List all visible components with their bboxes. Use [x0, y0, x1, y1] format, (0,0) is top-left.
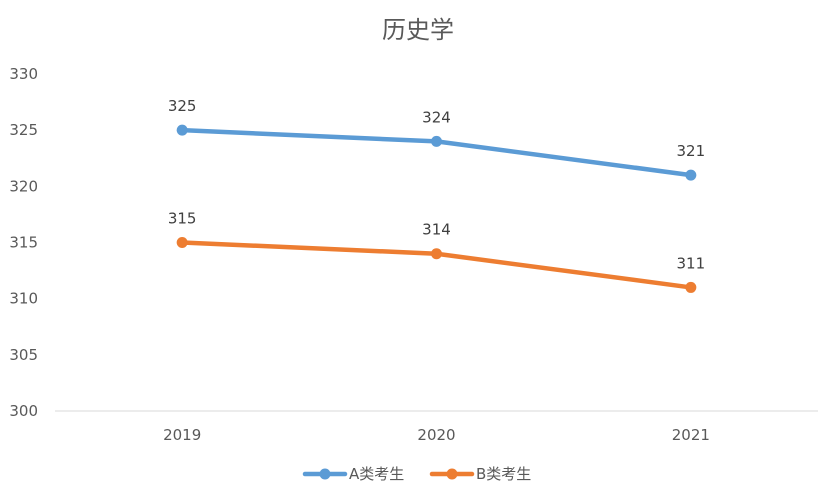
data-point: [685, 281, 697, 293]
data-label: 324: [422, 108, 451, 126]
x-axis: 2019 2020 2021: [163, 426, 710, 444]
legend-marker-icon: [319, 468, 331, 480]
data-label: 311: [677, 254, 706, 272]
legend-item-1: A类考生: [302, 465, 404, 483]
y-tick-label: 300: [9, 402, 38, 420]
y-tick-label: 315: [9, 234, 38, 252]
data-point: [431, 248, 442, 260]
x-tick-label: 2020: [417, 426, 455, 444]
y-axis: 330 325 320 315 310 305 300: [9, 65, 38, 420]
legend-label: A类考生: [349, 465, 404, 483]
y-tick-label: 310: [9, 290, 38, 308]
y-tick-label: 330: [9, 65, 38, 83]
x-tick-label: 2021: [672, 426, 710, 444]
data-point: [431, 135, 442, 147]
data-point: [176, 124, 188, 136]
data-label: 325: [168, 97, 197, 115]
y-tick-label: 325: [9, 121, 38, 139]
legend-marker-icon: [446, 468, 458, 480]
x-tick-label: 2019: [163, 426, 201, 444]
legend: A类考生 B类考生: [302, 465, 531, 483]
series-2: 315 314 311: [168, 210, 705, 293]
series-layer: 325 324 321 315 314 311: [168, 97, 705, 293]
series-1: 325 324 321: [168, 97, 706, 181]
data-point: [176, 237, 188, 248]
data-label: 314: [422, 221, 451, 239]
y-tick-label: 320: [9, 177, 38, 195]
y-tick-label: 305: [9, 346, 38, 364]
data-label: 321: [677, 142, 706, 160]
data-point: [685, 169, 697, 181]
legend-item-2: B类考生: [429, 465, 531, 483]
chart-title: 历史学: [382, 16, 454, 44]
legend-label: B类考生: [476, 465, 531, 483]
data-label: 315: [168, 210, 197, 228]
